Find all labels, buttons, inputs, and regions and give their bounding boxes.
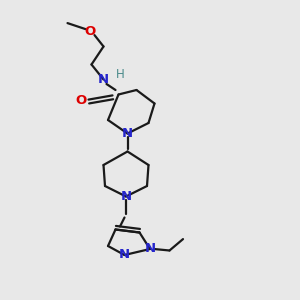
Text: N: N — [144, 242, 156, 256]
Text: N: N — [98, 73, 109, 86]
Text: H: H — [116, 68, 124, 81]
Text: O: O — [84, 25, 96, 38]
Text: N: N — [120, 190, 132, 203]
Text: N: N — [122, 127, 133, 140]
Text: N: N — [119, 248, 130, 262]
Text: O: O — [75, 94, 87, 107]
